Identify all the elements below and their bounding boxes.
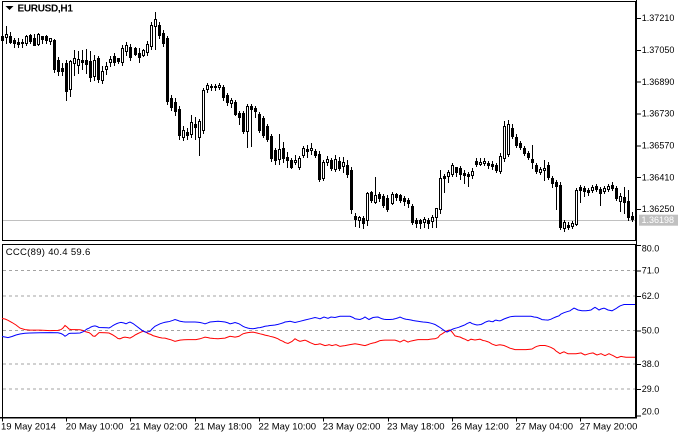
svg-text:50.0: 50.0 bbox=[642, 326, 660, 336]
svg-text:38.0: 38.0 bbox=[642, 359, 660, 369]
svg-text:80.0: 80.0 bbox=[642, 243, 660, 253]
svg-text:23 May 02:00: 23 May 02:00 bbox=[323, 422, 381, 433]
svg-text:1.36890: 1.36890 bbox=[642, 77, 675, 87]
svg-text:21 May 18:00: 21 May 18:00 bbox=[194, 422, 252, 433]
svg-text:19 May 2014: 19 May 2014 bbox=[1, 422, 56, 433]
svg-text:62.0: 62.0 bbox=[642, 291, 660, 301]
svg-text:1.36730: 1.36730 bbox=[642, 109, 675, 119]
svg-text:27 May 04:00: 27 May 04:00 bbox=[516, 422, 574, 433]
svg-text:1.37210: 1.37210 bbox=[642, 13, 675, 23]
svg-text:71.0: 71.0 bbox=[642, 266, 660, 276]
svg-text:1.36198: 1.36198 bbox=[642, 215, 675, 225]
svg-text:1.36570: 1.36570 bbox=[642, 141, 675, 151]
svg-text:1.36410: 1.36410 bbox=[642, 172, 675, 182]
svg-text:29.0: 29.0 bbox=[642, 384, 660, 394]
svg-text:20 May 10:00: 20 May 10:00 bbox=[66, 422, 124, 433]
svg-text:20.0: 20.0 bbox=[642, 406, 660, 416]
svg-text:27 May 20:00: 27 May 20:00 bbox=[580, 422, 638, 433]
svg-text:21 May 02:00: 21 May 02:00 bbox=[130, 422, 188, 433]
svg-text:23 May 18:00: 23 May 18:00 bbox=[387, 422, 445, 433]
svg-text:CCC(89) 40.4 59.6: CCC(89) 40.4 59.6 bbox=[6, 247, 91, 258]
svg-text:22 May 10:00: 22 May 10:00 bbox=[259, 422, 317, 433]
svg-text:1.37050: 1.37050 bbox=[642, 45, 675, 55]
svg-text:EURUSD,H1: EURUSD,H1 bbox=[18, 3, 74, 14]
svg-text:1.36250: 1.36250 bbox=[642, 204, 675, 214]
svg-text:26 May 12:00: 26 May 12:00 bbox=[451, 422, 509, 433]
